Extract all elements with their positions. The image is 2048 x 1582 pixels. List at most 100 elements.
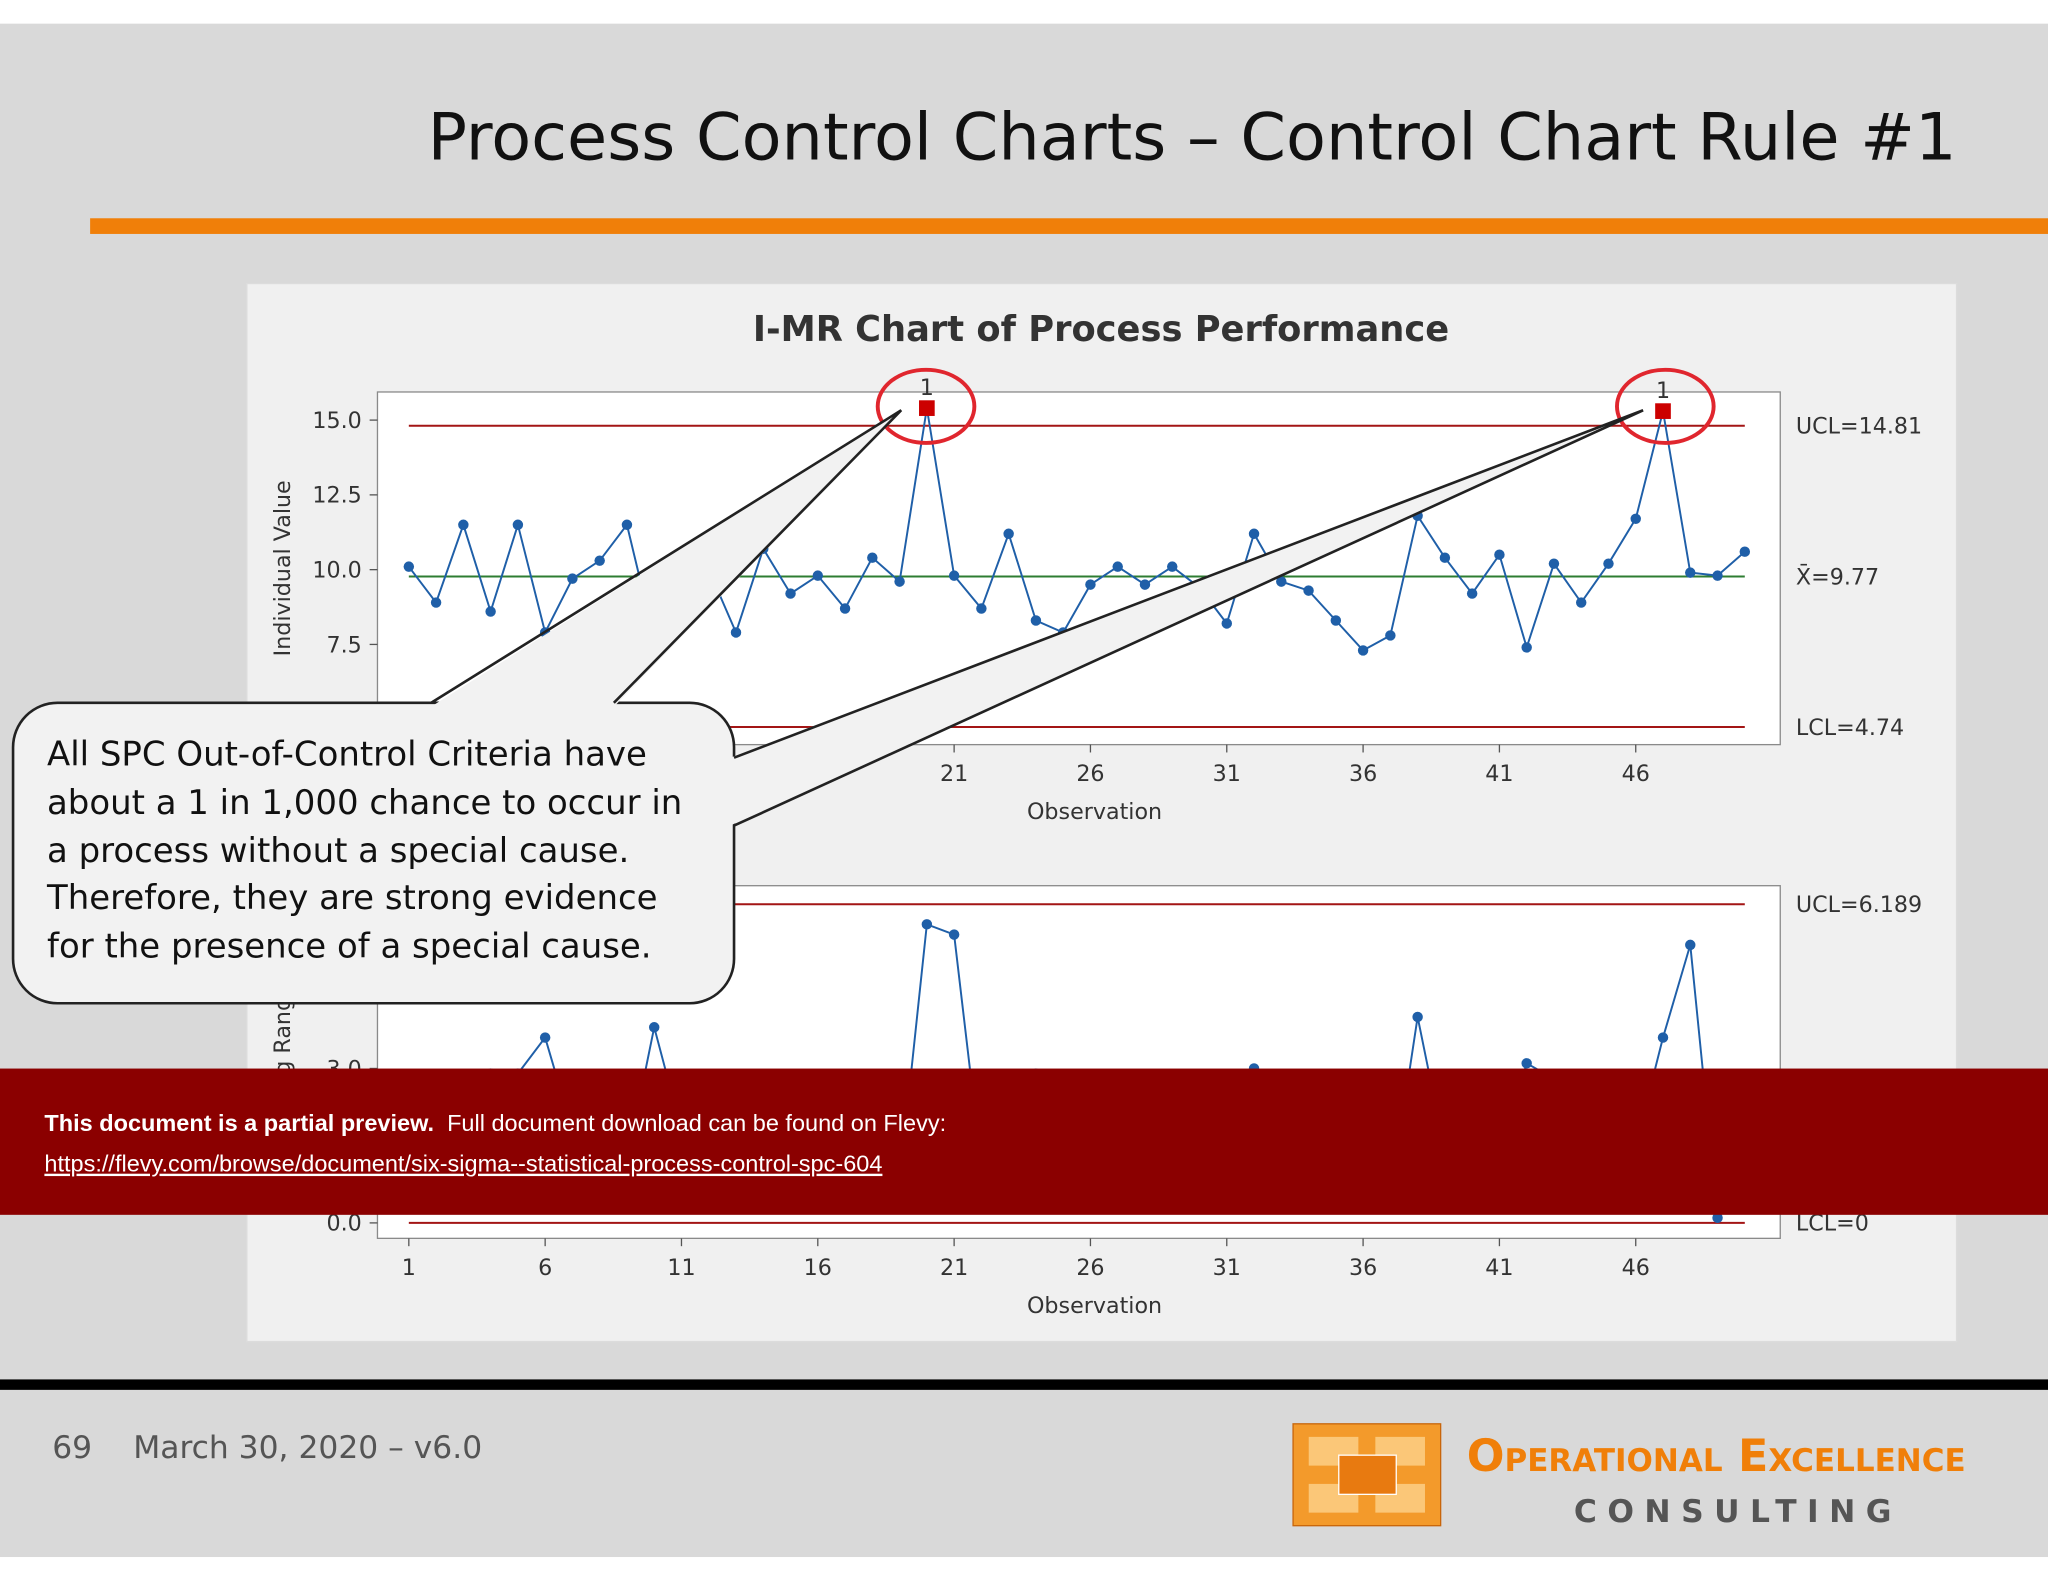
point (921, 919, 933, 930)
point (1685, 939, 1696, 951)
y-tick-label: 10.0 (312, 557, 361, 583)
point (1712, 570, 1723, 581)
callout: All SPC Out-of-Control Criteria have abo… (11, 409, 1644, 1005)
logo-text: Operational Excellence (1467, 1431, 1966, 1482)
logo-text: CONSULTING (1574, 1494, 1902, 1530)
y-tick-label: 7.5 (326, 632, 361, 658)
point (594, 555, 605, 566)
point (1303, 585, 1314, 596)
x-tick-label: 6 (538, 1255, 552, 1281)
point (1603, 558, 1614, 569)
point (1167, 561, 1178, 572)
point (948, 570, 960, 581)
point (1030, 615, 1042, 626)
point (1521, 642, 1532, 653)
x-tick-label: 1 (402, 1255, 416, 1281)
x-tick-label: 31 (1213, 761, 1241, 787)
point (1548, 558, 1560, 569)
point (403, 561, 415, 572)
point (485, 606, 496, 617)
point (512, 519, 524, 531)
x-tick-label: 26 (1076, 761, 1104, 787)
x-tick-label: 26 (1076, 1255, 1104, 1281)
point (1657, 1032, 1669, 1043)
x-tick-label: 46 (1622, 761, 1650, 787)
banner-bold: This document is a partial preview. (44, 1110, 434, 1136)
slide-title: Process Control Charts – Control Chart R… (428, 99, 1957, 175)
point (785, 588, 796, 599)
point (1466, 588, 1478, 599)
point (1494, 549, 1505, 560)
point (1330, 615, 1342, 626)
point (648, 1022, 660, 1033)
callout-text: about a 1 in 1,000 chance to occur in (47, 783, 682, 823)
point (458, 519, 469, 531)
logo-mark (1338, 1454, 1397, 1495)
point (976, 603, 987, 614)
series-line (408, 407, 1746, 652)
control-label: LCL=4.74 (1796, 715, 1904, 741)
point (1630, 513, 1641, 525)
footer-bar (0, 1379, 2048, 1390)
x-tick-label: 41 (1485, 1255, 1513, 1281)
point (430, 597, 442, 608)
highlight-circle (1615, 367, 1716, 445)
point (1385, 630, 1396, 641)
point (539, 1032, 551, 1043)
x-tick-label: 11 (667, 1255, 695, 1281)
flagged-point (1655, 403, 1671, 419)
callout-pointer-edge (733, 409, 1644, 827)
callout-text: for the presence of a special cause. (47, 927, 652, 967)
point (1003, 528, 1014, 539)
control-label: LCL=0 (1796, 1211, 1869, 1237)
callout-text: Therefore, they are strong evidence (46, 878, 657, 918)
point (1248, 528, 1260, 539)
x-tick-label: 21 (940, 761, 968, 787)
annotation: 1 (1656, 378, 1670, 404)
banner-note: Full document download can be found on F… (447, 1110, 946, 1136)
y-axis-label: Individual Value (270, 480, 296, 656)
page-number: 69 (52, 1430, 92, 1466)
x-tick-label: 31 (1213, 1255, 1241, 1281)
chart-title: I-MR Chart of Process Performance (753, 309, 1449, 350)
x-tick-label: 41 (1485, 761, 1513, 787)
point (730, 627, 742, 638)
point (1085, 579, 1096, 590)
flagged-point (919, 400, 935, 416)
point (621, 519, 633, 531)
banner-link[interactable]: https://flevy.com/browse/document/six-si… (44, 1151, 882, 1177)
control-label: UCL=6.189 (1796, 892, 1922, 918)
banner-text: This document is a partial preview. Full … (44, 1110, 946, 1136)
callout-box (11, 701, 736, 1005)
callout-text: a process without a special cause. (47, 831, 629, 871)
logo: Operational Excellence CONSULTING (1292, 1423, 1966, 1530)
point (1685, 567, 1696, 578)
y-tick-label: 15.0 (312, 408, 361, 434)
point (948, 929, 960, 940)
point (1575, 597, 1587, 608)
x-tick-label: 16 (804, 1255, 832, 1281)
point (1139, 579, 1151, 590)
preview-banner (0, 1068, 2048, 1215)
point (1739, 546, 1751, 557)
control-label: UCL=14.81 (1796, 414, 1922, 440)
callout-text: All SPC Out-of-Control Criteria have (47, 735, 647, 775)
point (812, 570, 824, 581)
callout-pointer-edge (430, 409, 903, 704)
point (1521, 1058, 1532, 1069)
x-axis-label: Observation (1027, 1293, 1162, 1319)
point (839, 603, 851, 614)
point (567, 573, 578, 584)
accent-bar (90, 218, 2048, 234)
y-tick-label: 12.5 (312, 483, 361, 509)
y-tick-label: 0.0 (326, 1211, 361, 1237)
point (1439, 552, 1451, 563)
x-tick-label: 36 (1349, 761, 1377, 787)
x-tick-label: 46 (1622, 1255, 1650, 1281)
point (1412, 1011, 1423, 1023)
x-axis-label: Observation (1027, 799, 1162, 825)
annotation: 1 (920, 375, 934, 401)
point (894, 576, 905, 587)
